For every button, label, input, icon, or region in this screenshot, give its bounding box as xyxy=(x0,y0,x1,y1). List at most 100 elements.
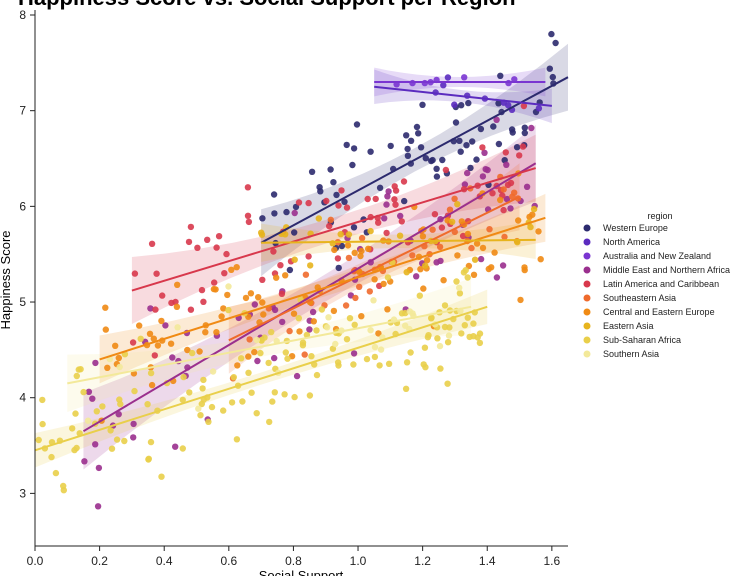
point-central-and-eastern-europe xyxy=(260,311,267,318)
point-sub-saharan-africa xyxy=(444,380,451,387)
point-latin-america-and-caribbean xyxy=(442,166,450,174)
point-central-and-eastern-europe xyxy=(146,330,154,337)
point-middle-east-and-northern-africa xyxy=(384,193,391,200)
point-middle-east-and-northern-africa xyxy=(130,434,137,441)
point-latin-america-and-caribbean xyxy=(244,184,252,191)
point-southeastern-asia xyxy=(486,226,493,233)
point-central-and-eastern-europe xyxy=(358,313,365,320)
point-sub-saharan-africa xyxy=(77,366,84,373)
point-central-and-eastern-europe xyxy=(419,233,427,240)
point-sub-saharan-africa xyxy=(420,361,427,368)
point-western-europe xyxy=(270,191,278,198)
point-sub-saharan-africa xyxy=(313,371,321,379)
point-sub-saharan-africa xyxy=(238,355,245,362)
x-tick-label: 1.4 xyxy=(479,554,496,568)
point-latin-america-and-caribbean xyxy=(375,219,382,226)
point-western-europe xyxy=(308,168,316,175)
point-central-and-eastern-europe xyxy=(440,277,447,284)
point-western-europe xyxy=(469,138,476,145)
point-sub-saharan-africa xyxy=(460,269,468,276)
point-western-europe xyxy=(259,215,266,222)
point-sub-saharan-africa xyxy=(108,445,116,452)
point-sub-saharan-africa xyxy=(334,359,342,366)
point-western-europe xyxy=(465,99,472,107)
point-southern-asia xyxy=(174,324,181,331)
point-sub-saharan-africa xyxy=(198,400,205,408)
point-western-europe xyxy=(343,141,350,149)
point-latin-america-and-caribbean xyxy=(153,270,160,277)
y-tick-label: 8 xyxy=(19,8,26,22)
legend-marker-central-and-eastern-europe xyxy=(583,308,591,316)
point-sub-saharan-africa xyxy=(233,436,241,443)
point-sub-saharan-africa xyxy=(363,355,371,363)
legend-label-sub-saharan-africa: Sub-Saharan Africa xyxy=(603,335,681,345)
point-latin-america-and-caribbean xyxy=(194,244,201,251)
point-southeastern-asia xyxy=(302,271,310,278)
point-sub-saharan-africa xyxy=(424,334,432,341)
point-central-and-eastern-europe xyxy=(330,307,338,315)
point-latin-america-and-caribbean xyxy=(500,206,507,214)
y-tick-label: 6 xyxy=(19,199,26,213)
point-sub-saharan-africa xyxy=(60,482,67,490)
legend-label-western-europe: Western Europe xyxy=(603,223,668,233)
point-central-and-eastern-europe xyxy=(417,266,424,273)
legend-marker-eastern-asia xyxy=(583,322,591,330)
point-sub-saharan-africa xyxy=(73,372,81,380)
y-tick-label: 4 xyxy=(19,391,26,405)
point-middle-east-and-northern-africa xyxy=(477,255,485,263)
point-eastern-asia xyxy=(345,231,353,238)
point-sub-saharan-africa xyxy=(428,315,435,322)
point-western-europe xyxy=(291,229,298,236)
point-central-and-eastern-europe xyxy=(310,318,317,325)
point-central-and-eastern-europe xyxy=(358,247,365,255)
point-latin-america-and-caribbean xyxy=(215,233,223,240)
legend-marker-australia-and-new-zealand xyxy=(583,252,591,260)
point-latin-america-and-caribbean xyxy=(392,187,400,194)
point-central-and-eastern-europe xyxy=(371,276,378,283)
point-middle-east-and-northern-africa xyxy=(81,458,88,465)
point-latin-america-and-caribbean xyxy=(391,196,398,203)
point-sub-saharan-africa xyxy=(318,306,326,313)
point-western-europe xyxy=(350,224,358,231)
point-western-europe xyxy=(407,137,415,144)
point-latin-america-and-caribbean xyxy=(516,152,523,159)
chart-title: Happiness Score vs. Social Support per R… xyxy=(18,0,516,10)
point-western-europe xyxy=(439,156,446,164)
point-southern-asia xyxy=(324,324,331,331)
point-sub-saharan-africa xyxy=(416,292,423,299)
point-latin-america-and-caribbean xyxy=(151,352,158,359)
x-tick-label: 0.8 xyxy=(285,554,302,568)
point-sub-saharan-africa xyxy=(476,339,484,347)
point-sub-saharan-africa xyxy=(295,315,302,322)
legend-marker-southeastern-asia xyxy=(583,294,591,302)
point-sub-saharan-africa xyxy=(69,425,76,432)
point-sub-saharan-africa xyxy=(253,410,260,417)
x-tick-label: 1.2 xyxy=(414,554,431,568)
point-central-and-eastern-europe xyxy=(148,381,156,389)
x-tick-label: 0.2 xyxy=(91,554,108,568)
point-western-europe xyxy=(433,173,441,180)
point-latin-america-and-caribbean xyxy=(185,238,193,246)
point-middle-east-and-northern-africa xyxy=(493,274,501,281)
point-central-and-eastern-europe xyxy=(202,329,209,336)
point-middle-east-and-northern-africa xyxy=(309,308,317,316)
point-sub-saharan-africa xyxy=(269,398,276,405)
point-eastern-asia xyxy=(454,201,461,208)
point-central-and-eastern-europe xyxy=(102,304,109,311)
point-middle-east-and-northern-africa xyxy=(481,149,488,156)
point-middle-east-and-northern-africa xyxy=(85,388,93,395)
point-sub-saharan-africa xyxy=(461,322,468,329)
point-latin-america-and-caribbean xyxy=(129,339,137,346)
point-eastern-asia xyxy=(403,269,410,276)
point-middle-east-and-northern-africa xyxy=(172,443,179,450)
point-western-europe xyxy=(546,65,553,72)
point-middle-east-and-northern-africa xyxy=(291,209,298,217)
point-western-europe xyxy=(283,208,290,216)
point-western-europe xyxy=(335,264,342,272)
point-central-and-eastern-europe xyxy=(423,257,431,264)
point-western-europe xyxy=(367,148,374,155)
point-central-and-eastern-europe xyxy=(529,211,536,218)
point-sub-saharan-africa xyxy=(265,359,272,367)
point-southeastern-asia xyxy=(246,336,253,343)
point-sub-saharan-africa xyxy=(220,407,227,414)
